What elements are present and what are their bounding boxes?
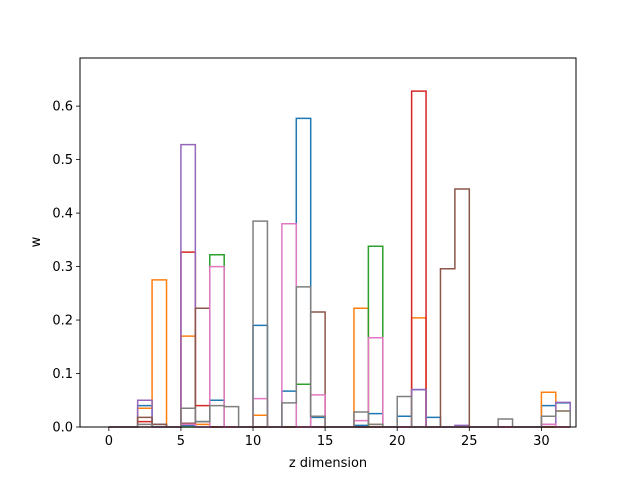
y-tick-label: 0.0 bbox=[52, 421, 73, 436]
y-tick-label: 0.2 bbox=[52, 314, 73, 329]
x-tick-label: 15 bbox=[317, 434, 334, 449]
y-tick-label: 0.3 bbox=[52, 260, 73, 275]
x-tick-label: 5 bbox=[177, 434, 185, 449]
x-axis-label: z dimension bbox=[289, 456, 367, 471]
x-tick-label: 0 bbox=[105, 434, 113, 449]
y-axis-label: w bbox=[29, 236, 44, 247]
x-tick-label: 20 bbox=[389, 434, 406, 449]
axes-frame bbox=[79, 57, 577, 428]
y-tick-label: 0.4 bbox=[52, 207, 73, 222]
y-axis: 0.0 0.1 0.2 0.3 0.4 0.5 0.6 bbox=[52, 100, 80, 436]
x-tick-label: 10 bbox=[245, 434, 262, 449]
y-tick-label: 0.1 bbox=[52, 367, 73, 382]
y-tick-label: 0.5 bbox=[52, 153, 73, 168]
x-tick-label: 25 bbox=[461, 434, 478, 449]
x-axis: 0 5 10 15 20 25 30 bbox=[105, 427, 550, 449]
series-7-histogram-line bbox=[108, 220, 571, 428]
y-tick-label: 0.6 bbox=[52, 100, 73, 115]
x-tick-label: 30 bbox=[533, 434, 550, 449]
